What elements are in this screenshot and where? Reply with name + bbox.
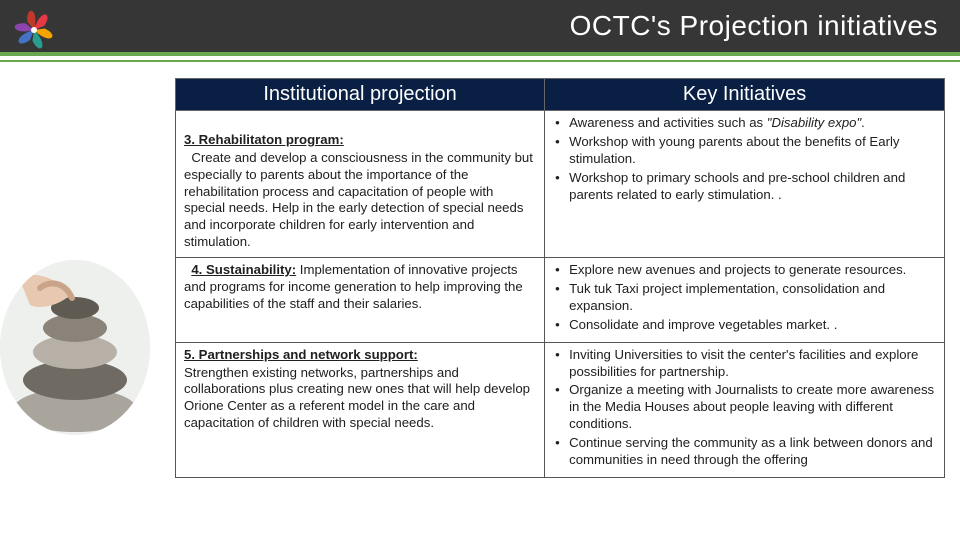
list-item: Tuk tuk Taxi project implementation, con… <box>553 281 936 315</box>
list-item: Continue serving the community as a link… <box>553 435 936 469</box>
list-item: Workshop with young parents about the be… <box>553 134 936 168</box>
th-initiatives: Key Initiatives <box>545 79 945 111</box>
table-row: 5. Partnerships and network support:Stre… <box>176 342 945 477</box>
row-title: 5. Partnerships and network support: <box>184 347 536 364</box>
cell-initiatives: Awareness and activities such as "Disabi… <box>545 111 945 258</box>
cell-institutional: 3. Rehabilitaton program: Create and dev… <box>176 111 545 258</box>
page-title: OCTC's Projection initiatives <box>570 10 938 42</box>
stones-image <box>0 260 150 435</box>
table-row: 3. Rehabilitaton program: Create and dev… <box>176 111 945 258</box>
row-title: 3. Rehabilitaton program: <box>184 132 536 149</box>
table-body: 3. Rehabilitaton program: Create and dev… <box>176 111 945 478</box>
initiative-list: Explore new avenues and projects to gene… <box>553 262 936 334</box>
row-title: 4. Sustainability: <box>191 262 296 277</box>
list-item: Explore new avenues and projects to gene… <box>553 262 936 279</box>
th-institutional: Institutional projection <box>176 79 545 111</box>
slide: OCTC's Projection initiatives <box>0 0 960 540</box>
cell-institutional: 4. Sustainability: Implementation of inn… <box>176 258 545 343</box>
initiative-list: Inviting Universities to visit the cente… <box>553 347 936 469</box>
list-item: Awareness and activities such as "Disabi… <box>553 115 936 132</box>
header-accent-line <box>0 60 960 62</box>
content-table: Institutional projection Key Initiatives… <box>175 78 945 533</box>
list-item: Consolidate and improve vegetables marke… <box>553 317 936 334</box>
pinwheel-logo-icon <box>8 4 60 56</box>
list-item: Organize a meeting with Journalists to c… <box>553 382 936 433</box>
cell-initiatives: Explore new avenues and projects to gene… <box>545 258 945 343</box>
list-item: Workshop to primary schools and pre-scho… <box>553 170 936 204</box>
projection-table: Institutional projection Key Initiatives… <box>175 78 945 478</box>
cell-institutional: 5. Partnerships and network support:Stre… <box>176 342 545 477</box>
cell-initiatives: Inviting Universities to visit the cente… <box>545 342 945 477</box>
list-item: Inviting Universities to visit the cente… <box>553 347 936 381</box>
initiative-list: Awareness and activities such as "Disabi… <box>553 115 936 203</box>
table-row: 4. Sustainability: Implementation of inn… <box>176 258 945 343</box>
header-band: OCTC's Projection initiatives <box>0 0 960 64</box>
